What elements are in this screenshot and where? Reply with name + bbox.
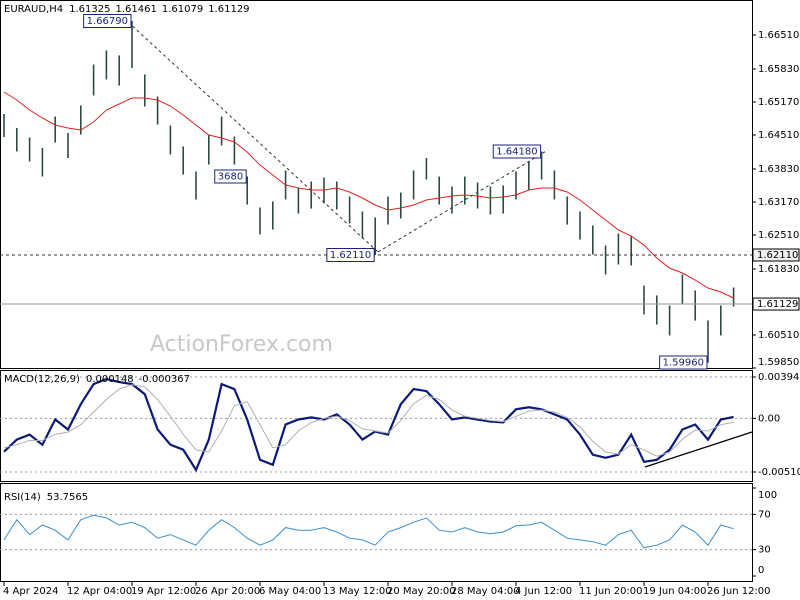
annotation-box <box>83 14 132 28</box>
y-tick-label: 1.63170 <box>758 197 799 208</box>
x-tick-label: 28 May 04:00 <box>451 586 520 597</box>
macd-panel <box>0 370 753 482</box>
header-value: 1.61461 <box>115 4 156 15</box>
x-tick-label: 13 May 12:00 <box>323 586 392 597</box>
panel-title: MACD(12,26,9) <box>4 374 80 385</box>
annotation-label: 1.64180 <box>496 147 537 158</box>
y-tick-label: 1.59850 <box>758 357 799 368</box>
series-line <box>3 514 734 549</box>
y-tick-label: 100 <box>758 490 777 501</box>
header-value: 1.61325 <box>69 4 110 15</box>
y-tick-label: -0.005103 <box>758 467 800 478</box>
annotation-label: 3680 <box>218 172 243 183</box>
header-value: 1.61129 <box>208 4 249 15</box>
panel-title: EURAUD,H4 <box>4 4 63 15</box>
x-tick-label: 26 Apr 20:00 <box>195 586 260 597</box>
price-label: 1.61129 <box>757 299 798 310</box>
panel-title: RSI(14) <box>4 492 41 503</box>
y-tick-label: 1.61830 <box>758 264 799 275</box>
macd-trend-line <box>644 431 753 468</box>
y-tick-label: 1.64510 <box>758 130 799 141</box>
y-tick-label: 0.003941 <box>758 372 800 383</box>
price-label-box <box>752 297 800 311</box>
watermark: ActionForex.com <box>150 332 333 357</box>
header-value: -0.000367 <box>139 374 190 385</box>
annotation-label: 1.59960 <box>663 358 704 369</box>
y-tick-label: 70 <box>758 509 771 520</box>
header-value: 53.7565 <box>47 492 88 503</box>
series-line <box>3 384 734 457</box>
x-tick-label: 4 Apr 2024 <box>3 586 58 597</box>
series-line <box>3 377 734 473</box>
x-tick-label: 26 Jun 12:00 <box>707 586 771 597</box>
y-tick-label: 1.60510 <box>758 330 799 341</box>
x-tick-label: 6 May 04:00 <box>259 586 321 597</box>
price-panel <box>0 0 753 369</box>
x-tick-label: 12 Apr 04:00 <box>67 586 132 597</box>
y-tick-label: 1.66510 <box>758 30 799 41</box>
y-tick-label: 1.65170 <box>758 97 799 108</box>
y-tick-label: 0.00 <box>758 413 780 424</box>
x-tick-label: 20 May 20:00 <box>387 586 456 597</box>
annotation-label: 1.66790 <box>87 16 128 27</box>
y-tick-label: 0 <box>758 565 764 576</box>
annotation-label: 1.62110 <box>330 250 371 261</box>
y-tick-label: 1.63830 <box>758 164 799 175</box>
annotation-box <box>659 355 708 370</box>
y-tick-label: 1.65830 <box>758 64 799 75</box>
annotation-box <box>214 169 247 184</box>
trend-line <box>127 21 379 253</box>
x-tick-label: 19 Jun 04:00 <box>643 586 707 597</box>
annotation-box <box>326 248 375 262</box>
x-tick-label: 11 Jun 20:00 <box>579 586 643 597</box>
y-tick-label: 30 <box>758 545 771 556</box>
header-value: 1.61079 <box>162 4 203 15</box>
y-tick-label: 1.62510 <box>758 230 799 241</box>
x-tick-label: 19 Apr 12:00 <box>131 586 196 597</box>
price-label: 1.62110 <box>757 250 798 261</box>
rsi-panel <box>0 483 753 582</box>
annotation-box <box>492 144 542 159</box>
series-line <box>3 91 734 299</box>
price-label-box <box>752 248 800 262</box>
header-value: 0.000148 <box>86 374 134 385</box>
x-tick-label: 4 Jun 12:00 <box>515 586 572 597</box>
